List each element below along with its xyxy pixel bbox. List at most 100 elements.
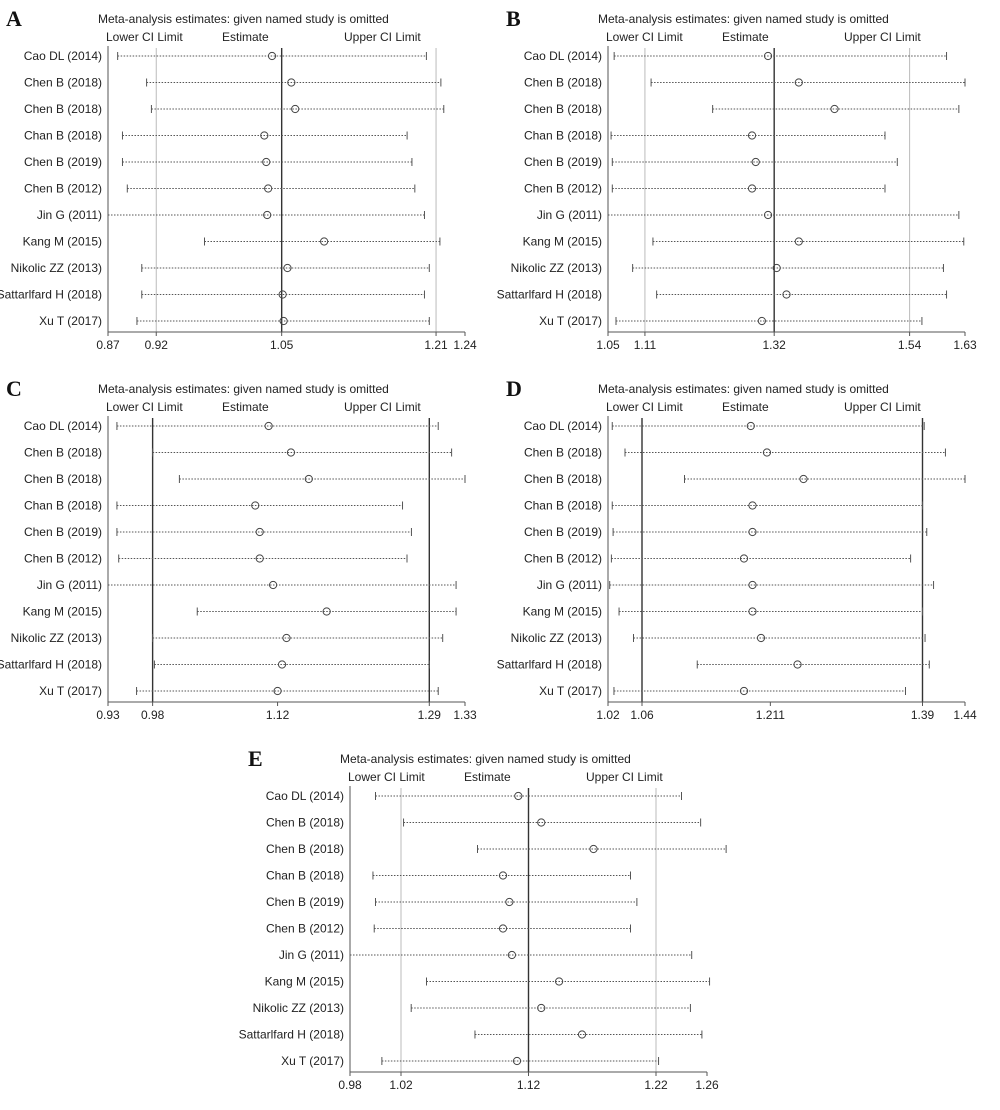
estimate-marker [279, 316, 288, 326]
x-tick-label: 0.98 [141, 708, 165, 722]
legend: Lower CI Limit Estimate Upper CI Limit [606, 30, 946, 46]
study-label: Sattarlfard H (2018) [497, 658, 602, 672]
panel-b: Cao DL (2014) Chen B (2018) Chen B (2018) C… [497, 0, 1000, 370]
estimate-marker [260, 131, 269, 140]
estimate-marker [763, 210, 773, 220]
study-label: Chen B (2019) [266, 895, 344, 909]
x-tick-label: 1.22 [644, 1078, 668, 1092]
legend-estimate: Estimate [464, 770, 511, 784]
estimate-marker [264, 421, 273, 431]
forest-plot: Cao DL (2014) Chen B (2018) Chen B (2018) C… [239, 786, 727, 1092]
study-label: Chan B (2018) [266, 869, 344, 883]
legend-upper-ci: Upper CI Limit [344, 400, 421, 414]
forest-plot: Cao DL (2014) Chen B (2018) Chen B (2018) C… [0, 416, 477, 722]
estimate-marker [757, 316, 766, 326]
study-label: Chen B (2018) [24, 102, 102, 116]
legend-estimate: Estimate [222, 30, 269, 44]
estimate-marker [739, 686, 749, 696]
estimate-marker [304, 474, 313, 484]
x-tick-label: 1.211 [756, 708, 785, 722]
study-label: Xu T (2017) [539, 314, 602, 328]
estimate-marker [251, 501, 260, 510]
study-label: Nikolic ZZ (2013) [511, 631, 602, 645]
legend-lower-ci: Lower CI Limit [106, 30, 183, 44]
estimate-marker [273, 686, 282, 696]
estimate-marker [507, 950, 517, 960]
estimate-marker [747, 184, 757, 193]
legend-upper-ci: Upper CI Limit [344, 30, 421, 44]
estimate-marker [748, 607, 757, 616]
legend-lower-ci: Lower CI Limit [606, 400, 683, 414]
study-label: Chen B (2018) [524, 446, 602, 460]
study-label: Kang M (2015) [23, 235, 102, 249]
study-label: Xu T (2017) [39, 684, 102, 698]
study-label: Kang M (2015) [523, 605, 602, 619]
study-label: Jin G (2011) [537, 578, 602, 592]
chart-title: Meta-analysis estimates: given named stu… [340, 752, 631, 766]
x-tick-label: 1.63 [953, 338, 977, 352]
chart-title: Meta-analysis estimates: given named stu… [98, 12, 389, 26]
x-tick-label: 0.98 [338, 1078, 362, 1092]
legend-lower-ci: Lower CI Limit [106, 400, 183, 414]
study-label: Nikolic ZZ (2013) [253, 1001, 344, 1015]
estimate-marker [589, 844, 598, 854]
legend: Lower CI Limit Estimate Upper CI Limit [106, 30, 446, 46]
estimate-marker [255, 527, 264, 537]
study-label: Chan B (2018) [24, 129, 102, 143]
study-label: Chan B (2018) [24, 499, 102, 513]
estimate-marker [794, 237, 803, 246]
study-label: Chan B (2018) [524, 129, 602, 143]
study-label: Chen B (2018) [524, 76, 602, 90]
x-tick-label: 1.06 [630, 708, 654, 722]
panel-a: Cao DL (2014) Chen B (2018) Chen B (2018) C… [0, 0, 500, 370]
x-tick-label: 0.87 [96, 338, 120, 352]
legend-lower-ci: Lower CI Limit [348, 770, 425, 784]
estimate-marker [269, 580, 278, 590]
legend: Lower CI Limit Estimate Upper CI Limit [106, 400, 446, 416]
study-label: Xu T (2017) [539, 684, 602, 698]
estimate-marker [793, 660, 802, 669]
estimate-marker [255, 554, 264, 563]
x-tick-label: 0.93 [96, 708, 120, 722]
legend-upper-ci: Upper CI Limit [586, 770, 663, 784]
x-tick-label: 1.12 [266, 708, 290, 722]
x-tick-label: 1.44 [953, 708, 977, 722]
study-label: Cao DL (2014) [524, 49, 602, 63]
study-label: Sattarlfard H (2018) [0, 658, 102, 672]
study-label: Kang M (2015) [265, 975, 344, 989]
study-label: Cao DL (2014) [24, 419, 102, 433]
estimate-marker [278, 290, 287, 299]
estimate-marker [267, 51, 277, 61]
x-tick-label: 1.32 [763, 338, 787, 352]
x-tick-label: 1.11 [634, 338, 657, 352]
estimate-marker [747, 131, 757, 140]
study-label: Chen B (2019) [524, 525, 602, 539]
panel-letter: C [6, 376, 22, 401]
panel-letter: B [506, 6, 521, 31]
study-label: Chen B (2018) [24, 76, 102, 90]
study-label: Xu T (2017) [39, 314, 102, 328]
x-tick-label: 1.12 [517, 1078, 541, 1092]
legend-upper-ci: Upper CI Limit [844, 400, 921, 414]
estimate-marker [291, 104, 300, 114]
study-label: Chen B (2018) [24, 446, 102, 460]
study-label: Sattarlfard H (2018) [497, 288, 602, 302]
study-label: Chen B (2012) [524, 182, 602, 196]
chart-title: Meta-analysis estimates: given named stu… [598, 12, 889, 26]
panel-e: Cao DL (2014) Chen B (2018) Chen B (2018) C… [239, 740, 742, 1110]
study-label: Nikolic ZZ (2013) [11, 631, 102, 645]
estimate-marker [322, 607, 331, 616]
study-label: Sattarlfard H (2018) [239, 1028, 344, 1042]
study-label: Chen B (2019) [24, 155, 102, 169]
panel-letter: E [248, 746, 263, 771]
estimate-marker [286, 448, 296, 457]
estimate-marker [830, 104, 839, 114]
study-label: Chen B (2012) [24, 182, 102, 196]
estimate-marker [748, 527, 757, 537]
legend-estimate: Estimate [722, 400, 769, 414]
legend: Lower CI Limit Estimate Upper CI Limit [606, 400, 946, 416]
estimate-marker [782, 290, 791, 299]
estimate-marker [739, 554, 749, 563]
estimate-marker [262, 157, 271, 167]
estimate-marker [763, 51, 773, 61]
